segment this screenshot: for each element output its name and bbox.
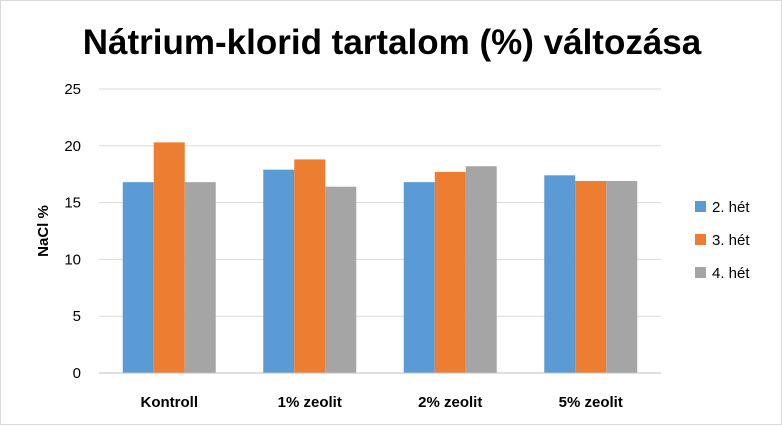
legend-label: 3. hét (712, 232, 750, 249)
bar (184, 182, 216, 373)
legend: 2. hét 3. hét 4. hét (695, 199, 750, 282)
y-tick-label: 10 (64, 251, 81, 268)
bars (122, 142, 638, 373)
y-tick-label: 25 (64, 81, 81, 98)
x-tick-label: 1% zeolit (278, 394, 342, 411)
y-tick-labels: 0 5 10 15 20 25 (64, 81, 81, 382)
bar (575, 181, 607, 373)
bar (294, 159, 326, 373)
legend-swatch (695, 234, 706, 245)
bar (403, 182, 435, 373)
legend-label: 2. hét (712, 199, 750, 216)
bar (434, 171, 466, 373)
x-tick-label: 5% zeolit (559, 394, 623, 411)
x-tick-label: 2% zeolit (418, 394, 482, 411)
bar (153, 142, 185, 373)
x-tick-labels: Kontroll 1% zeolit 2% zeolit 5% zeolit (141, 394, 623, 411)
bar (465, 166, 497, 373)
bar (544, 175, 576, 373)
x-tick-label: Kontroll (141, 394, 199, 411)
legend-swatch (695, 267, 706, 278)
bar (122, 182, 154, 373)
chart-title: Nátrium-klorid tartalom (%) változása (83, 23, 702, 62)
bar (263, 169, 295, 373)
y-tick-label: 15 (64, 195, 81, 212)
bar (325, 186, 357, 373)
y-tick-label: 0 (73, 365, 81, 382)
y-tick-label: 5 (73, 308, 81, 325)
y-axis-label: NaCl % (35, 205, 52, 257)
legend-label: 4. hét (712, 265, 750, 282)
bar (606, 181, 638, 373)
y-tick-label: 20 (64, 138, 81, 155)
legend-swatch (695, 201, 706, 212)
